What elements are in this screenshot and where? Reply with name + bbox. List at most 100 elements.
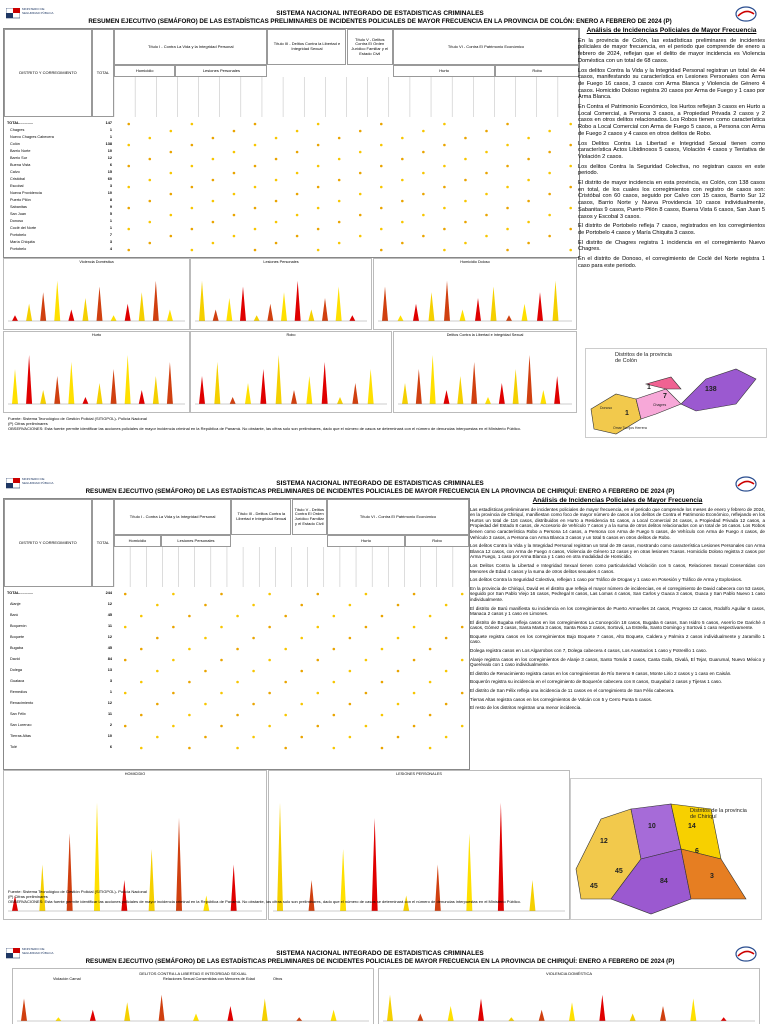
row-lights <box>156 702 448 706</box>
light <box>379 122 383 126</box>
group-header: Título V - Delitos Contra El Orden Juríd… <box>346 29 393 65</box>
light <box>412 691 416 695</box>
analysis-paragraph: El distrito de Portobelo refleja 7 casos… <box>578 223 765 236</box>
light <box>428 746 432 750</box>
row-label: TOTAL............. <box>7 121 34 125</box>
logo-emblem <box>735 476 757 492</box>
analysis-paragraph: El distrito de Barú manifiesta su incide… <box>470 605 765 617</box>
map-label: 6 <box>695 848 699 855</box>
chart-peak <box>296 1017 303 1021</box>
light <box>316 206 320 210</box>
table-corner: DISTRITO Y CORREGIMIENTO <box>4 499 92 587</box>
chart-peak <box>457 376 464 404</box>
chart-peak <box>21 998 27 1021</box>
light <box>527 136 530 140</box>
chart-plot <box>195 355 387 405</box>
light <box>444 636 448 640</box>
light <box>548 150 551 154</box>
chart-peak <box>193 1013 199 1021</box>
title: SISTEMA NACIONAL INTEGRADO DE ESTADISTIC… <box>276 10 484 17</box>
subgroup-header: Lesiones Personales <box>160 535 232 547</box>
chart-peak <box>40 390 47 404</box>
map-label: 45 <box>590 883 598 890</box>
light <box>232 171 236 175</box>
light <box>268 658 271 662</box>
chart-peak <box>40 292 47 321</box>
light <box>190 248 194 252</box>
light <box>274 220 278 224</box>
light <box>443 248 446 252</box>
light <box>379 206 383 210</box>
light <box>527 220 530 224</box>
light <box>204 636 207 640</box>
row-lights <box>127 206 572 210</box>
row-lights <box>123 658 464 662</box>
row-lights <box>123 625 464 629</box>
analysis-heading: Análisis de Incidencias Policiales de Ma… <box>532 497 703 504</box>
subgroup-header: Robo <box>495 65 579 77</box>
chart-peak <box>176 818 182 911</box>
row-lights <box>123 691 464 695</box>
chart-peak <box>428 292 435 321</box>
chart-peak <box>459 309 466 321</box>
row-total: 13 <box>107 668 112 672</box>
row-total: 3 <box>109 184 112 188</box>
light <box>464 178 467 182</box>
row-lights <box>139 680 432 684</box>
map-label: 84 <box>660 878 668 885</box>
chart-peak <box>68 309 75 321</box>
chart-plot <box>8 280 185 322</box>
chart-peak <box>529 880 536 911</box>
light <box>464 220 467 224</box>
light <box>268 625 271 629</box>
light <box>252 735 255 739</box>
light <box>401 241 404 245</box>
chart-peak <box>466 833 473 911</box>
light <box>127 185 131 189</box>
light <box>188 680 191 684</box>
group-header: Título VI - Contra El Patrimonio Económi… <box>327 499 469 535</box>
light <box>236 614 239 618</box>
report-section: MINISTERIO DE SEGURIDAD PÚBLICA SISTEMA N… <box>0 0 768 448</box>
light <box>428 614 432 618</box>
table-corner: DISTRITO Y CORREGIMIENTO <box>4 29 92 117</box>
row-label: Cristóbal <box>10 177 25 181</box>
chart-peak <box>508 1017 515 1021</box>
light <box>506 122 509 126</box>
light <box>268 592 271 596</box>
analysis-paragraph: Los delitos Contra la Vida y la Integrid… <box>470 543 765 560</box>
light <box>348 603 352 607</box>
light <box>569 143 572 147</box>
subgroup-header: Hurto <box>327 535 406 547</box>
row-lights <box>123 592 464 596</box>
row-lights <box>169 171 551 175</box>
chart-peak <box>214 362 221 404</box>
chart-panel: DELITOS CONTRA LA LIBERTAD E INTEGRIDAD … <box>12 968 374 1024</box>
chart-peak <box>497 802 504 911</box>
subgroup-header: Homicidio <box>114 65 176 77</box>
analysis-paragraph: Boquerón registra su incidencia en el co… <box>470 679 723 685</box>
row-label: Renacimiento <box>10 701 34 705</box>
light <box>569 248 572 252</box>
chart-peak <box>275 355 282 404</box>
light <box>464 199 467 203</box>
row-lights <box>127 227 572 231</box>
chart-peak <box>152 280 159 321</box>
chart-peak <box>138 390 145 404</box>
light <box>348 636 352 640</box>
light <box>569 164 572 168</box>
analysis: Análisis de Incidencias Policiales de Ma… <box>578 27 765 273</box>
light <box>337 178 341 182</box>
light <box>172 724 175 728</box>
light <box>396 702 400 706</box>
row-total: 9 <box>109 205 112 209</box>
light <box>148 199 152 203</box>
chart-panel: Robo <box>190 331 392 413</box>
light <box>295 171 299 175</box>
footer: Fuente: Sistema Tecnológico de Gestión P… <box>8 416 568 431</box>
chart-peak <box>253 315 260 321</box>
light <box>188 713 191 717</box>
row-total: 244 <box>105 591 112 595</box>
light <box>316 164 320 168</box>
